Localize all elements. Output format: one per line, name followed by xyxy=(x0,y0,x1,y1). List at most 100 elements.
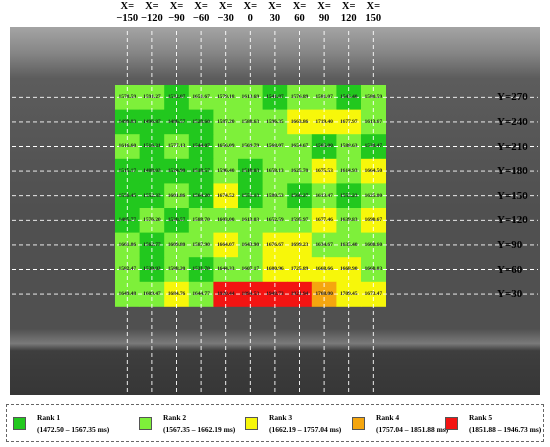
heatmap-cell-value: 1677.46 xyxy=(315,217,333,224)
heatmap-cell-value: 1587.90 xyxy=(192,241,210,248)
heatmap-cell-value: 1603.00 xyxy=(216,217,235,224)
heatmap-cell-value: 1709.45 xyxy=(339,291,358,298)
x-axis-label: X= 90 xyxy=(317,1,331,24)
heatmap-cell-value: 1580.59 xyxy=(364,94,383,101)
heatmap-cell-value: 1562.77 xyxy=(143,241,161,248)
heatmap-cell-value: 1565.00 xyxy=(315,143,333,150)
heatmap-cell-value: 1596.35 xyxy=(266,118,284,125)
heatmap-cell-value: 1516.31 xyxy=(143,143,161,150)
y-axis-label: Y=150 xyxy=(497,189,528,202)
legend-name: Rank 2 xyxy=(163,413,187,422)
heatmap-cell-value: 1894.53 xyxy=(241,291,260,298)
heatmap-cell-value: 1675.53 xyxy=(315,168,333,175)
x-axis-label: X= −150 xyxy=(116,1,139,24)
legend-swatch xyxy=(445,417,458,430)
heatmap-cell-value: 1488.03 xyxy=(143,168,161,175)
heatmap-cell-value: 1616.60 xyxy=(118,143,137,150)
heatmap-cell-value: 1568.07 xyxy=(266,143,284,150)
x-axis-label: X= 60 xyxy=(292,1,307,24)
heatmap-cell-value: 1577.13 xyxy=(167,143,186,150)
heatmap-cell-value: 1643.90 xyxy=(241,241,260,248)
heatmap-cell-value: 1579.18 xyxy=(216,94,235,101)
heatmap-cell-value: 1581.07 xyxy=(315,94,333,101)
legend-swatch xyxy=(245,417,258,430)
legend-name: Rank 4 xyxy=(376,413,400,422)
heatmap-cell-value: 1486.57 xyxy=(167,118,186,125)
heatmap-cell-value: 1920.44 xyxy=(216,291,235,298)
heatmap-cell-value: 1524.90 xyxy=(167,168,186,175)
heatmap-cell-value: 1948.73 xyxy=(266,291,284,298)
heatmap-cell-value: 1596.40 xyxy=(216,168,235,175)
heatmap-cell-value: 1644.77 xyxy=(192,291,210,298)
heatmap-cell-value: 1569.79 xyxy=(241,143,260,150)
heatmap-cell-value: 1613.69 xyxy=(241,94,260,101)
heatmap-cell-value: 1576.89 xyxy=(290,94,309,101)
heatmap-cell-value: 1663.86 xyxy=(290,118,309,125)
y-axis-label: Y=180 xyxy=(497,165,528,178)
heatmap-cell-value: 1588.63 xyxy=(339,143,358,150)
x-axis-label: X= −120 xyxy=(141,1,163,24)
x-axis-label: X= −60 xyxy=(192,1,210,24)
legend-name: Rank 5 xyxy=(469,413,493,422)
heatmap-cell-value: 1644.33 xyxy=(216,266,235,273)
heatmap-cell-value: 1531.70 xyxy=(192,266,210,273)
heatmap-cell-value: 1635.40 xyxy=(339,241,358,248)
y-axis-label: Y=30 xyxy=(497,288,523,301)
heatmap-cell-value: 1719.40 xyxy=(315,118,333,125)
heatmap-cell-value: 1510.03 xyxy=(241,168,260,175)
heatmap-cell-value: 1664.07 xyxy=(216,241,235,248)
heatmap-cell-value: 1556.45 xyxy=(118,192,137,199)
heatmap-cell-value: 1660.83 xyxy=(364,266,383,273)
x-axis-label: X= 150 xyxy=(365,1,382,24)
heatmap-cell-value: 1544.07 xyxy=(192,143,210,150)
legend-swatch xyxy=(139,417,152,430)
heatmap-cell-value: 1639.83 xyxy=(339,217,358,224)
heatmap-cell-value: 1588.70 xyxy=(192,217,210,224)
heatmap-cell-value: 1725.89 xyxy=(290,266,309,273)
heatmap-cell-value: 1613.47 xyxy=(315,192,333,199)
legend-range: (1472.50 – 1567.35 ms) xyxy=(37,425,110,434)
heatmap-cell-value: 1580.53 xyxy=(266,192,284,199)
heatmap-cell-value: 1699.23 xyxy=(290,241,309,248)
heatmap-cell-value: 1485.77 xyxy=(118,217,137,224)
heatmap-cell-value: 1625.00 xyxy=(364,192,383,199)
heatmap-cell-value: 1515.17 xyxy=(118,168,137,175)
x-axis-label: X= 30 xyxy=(268,1,282,24)
legend-range: (1567.35 – 1662.19 ms) xyxy=(163,425,236,434)
heatmap-cell-value: 1658.13 xyxy=(266,168,284,175)
heatmap-cell-value: 1921.94 xyxy=(290,291,309,298)
y-axis-label: Y=60 xyxy=(497,263,523,276)
heatmap-cell-value: 1532.07 xyxy=(167,94,186,101)
heatmap-cell-value: 1625.70 xyxy=(290,168,309,175)
legend: Rank 1 (1472.50 – 1567.35 ms) Rank 2 (1567.… xyxy=(6,404,544,442)
heatmap-cell-value: 1566.27 xyxy=(290,192,309,199)
x-axis-label: X= −90 xyxy=(168,1,185,24)
heatmap-cell-value: 1499.83 xyxy=(118,118,137,125)
heatmap-cell-value: 1677.97 xyxy=(339,118,358,125)
legend-swatch xyxy=(13,417,26,430)
heatmap-cell-value: 1530.57 xyxy=(167,217,186,224)
x-axis-label: X= −30 xyxy=(217,1,234,24)
legend-range: (1851.88 – 1946.73 ms) xyxy=(469,425,542,434)
legend-range: (1757.04 – 1851.88 ms) xyxy=(376,425,449,434)
heatmap-cell-value: 1588.63 xyxy=(241,118,260,125)
heatmap-cell-value: 1528.60 xyxy=(192,118,210,125)
legend-swatch xyxy=(352,417,365,430)
legend-name: Rank 1 xyxy=(37,413,61,422)
heatmap-cell-value: 1609.47 xyxy=(143,291,161,298)
heatmap-cell-value: 1652.59 xyxy=(266,217,284,224)
heatmap-cell-value: 1545.40 xyxy=(339,94,358,101)
heatmap-cell-value: 1684.76 xyxy=(167,291,186,298)
heatmap-cell-value: 1634.67 xyxy=(315,241,333,248)
heatmap-cell-value: 1588.20 xyxy=(167,266,186,273)
heatmap-cell-value: 1690.67 xyxy=(364,217,383,224)
heatmap-cell-value: 1613.67 xyxy=(364,118,383,125)
heatmap-cell-value: 1668.90 xyxy=(339,266,358,273)
legend-name: Rank 3 xyxy=(269,413,293,422)
heatmap-cell-value: 1555.23 xyxy=(339,192,358,199)
heatmap-cell-value: 1576.20 xyxy=(143,217,161,224)
heatmap-cell-value: 1595.97 xyxy=(290,217,309,224)
heatmap-cell-value: 1673.47 xyxy=(364,291,383,298)
heatmap-cell-value: 1661.86 xyxy=(118,241,137,248)
